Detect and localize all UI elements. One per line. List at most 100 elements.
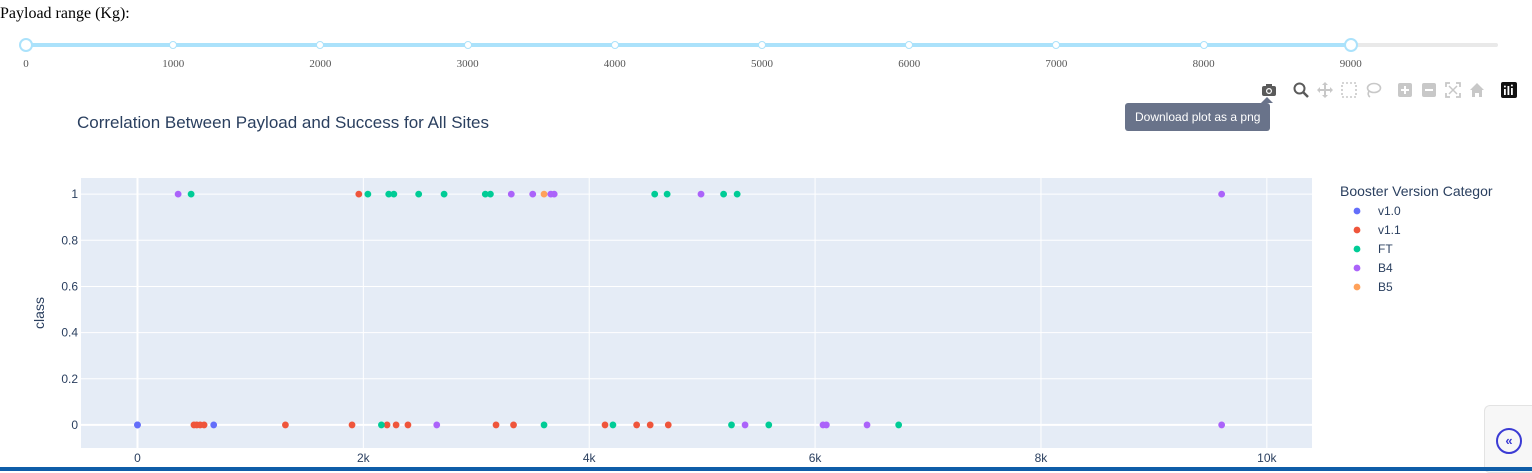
data-point-v1-1[interactable]: [404, 421, 412, 429]
data-point-v1-1[interactable]: [355, 190, 363, 198]
data-point-ft[interactable]: [415, 190, 423, 198]
slider-mark-label: 8000: [1192, 58, 1215, 70]
data-point-v1-1[interactable]: [383, 421, 391, 429]
data-point-ft[interactable]: [440, 190, 448, 198]
data-point-ft[interactable]: [481, 190, 489, 198]
zoom-in-icon[interactable]: [1396, 81, 1414, 99]
data-point-ft[interactable]: [385, 190, 393, 198]
data-point-b4[interactable]: [822, 421, 830, 429]
data-point-v1-1[interactable]: [646, 421, 654, 429]
payload-range-slider[interactable]: 0 1000 2000 3000 4000 5000 6000 7000 8000 9000: [0, 30, 1532, 75]
legend-item-label[interactable]: v1.1: [1378, 223, 1401, 237]
data-point-v1-1[interactable]: [601, 421, 609, 429]
slider-mark-label: 9000: [1339, 58, 1362, 70]
zoom-out-icon[interactable]: [1420, 81, 1438, 99]
zoom-icon[interactable]: [1292, 81, 1310, 99]
data-point-v1-1[interactable]: [348, 421, 356, 429]
reset-axes-icon[interactable]: [1468, 81, 1486, 99]
slider-handle-min[interactable]: [19, 38, 33, 52]
slider-mark-dot[interactable]: [169, 41, 178, 49]
legend-marker[interactable]: [1353, 264, 1361, 272]
data-point-v1-1[interactable]: [510, 421, 517, 429]
legend-marker[interactable]: [1353, 245, 1361, 253]
x-tick-label: 4k: [583, 451, 597, 465]
x-tick-label: 2k: [357, 451, 371, 465]
autoscale-icon[interactable]: [1444, 81, 1462, 99]
data-point-ft[interactable]: [378, 421, 385, 429]
data-point-b4[interactable]: [741, 421, 749, 429]
data-point-b4[interactable]: [507, 190, 515, 198]
slider-mark-label: 6000: [898, 58, 921, 70]
data-point-v1-1[interactable]: [392, 421, 400, 429]
data-point-v1-1[interactable]: [282, 421, 289, 429]
camera-icon[interactable]: [1260, 81, 1278, 99]
legend-item-label[interactable]: B4: [1378, 261, 1393, 275]
slider-track[interactable]: [26, 43, 1351, 47]
legend-marker[interactable]: [1353, 226, 1361, 234]
data-point-b4[interactable]: [550, 190, 558, 198]
data-point-b4[interactable]: [174, 190, 182, 198]
slider-mark-label: 5000: [751, 58, 773, 70]
slider-handle-max[interactable]: [1343, 38, 1358, 52]
y-tick-label: 1: [71, 187, 78, 201]
slider-mark-dot[interactable]: [1052, 41, 1061, 49]
slider-mark-label: 4000: [603, 58, 626, 70]
legend-item-label[interactable]: B5: [1378, 280, 1393, 294]
data-point-b4[interactable]: [433, 421, 441, 429]
pan-icon[interactable]: [1316, 81, 1334, 99]
data-point-v1-1[interactable]: [492, 421, 500, 429]
data-point-v1-1[interactable]: [633, 421, 641, 429]
slider-mark-label: 7000: [1045, 58, 1068, 70]
data-point-b4[interactable]: [1218, 190, 1226, 198]
data-point-b4[interactable]: [1218, 421, 1226, 429]
slider-mark-dot[interactable]: [316, 41, 325, 49]
data-point-ft[interactable]: [486, 190, 494, 198]
collapse-icon[interactable]: «: [1496, 428, 1522, 454]
y-tick-label: 0.8: [61, 233, 78, 247]
data-point-ft[interactable]: [765, 421, 773, 429]
data-point-ft[interactable]: [733, 190, 741, 198]
slider-mark-dot[interactable]: [905, 41, 914, 49]
slider-mark-dot[interactable]: [1199, 41, 1208, 49]
slider-mark-dot[interactable]: [610, 41, 619, 49]
data-point-ft[interactable]: [364, 190, 372, 198]
data-point-b4[interactable]: [529, 190, 537, 198]
data-point-b5[interactable]: [540, 190, 548, 198]
slider-mark-dot[interactable]: [758, 41, 766, 49]
bottom-bar: [0, 467, 1532, 471]
lasso-select-icon[interactable]: [1364, 81, 1382, 99]
data-point-ft[interactable]: [663, 190, 671, 198]
data-point-ft[interactable]: [609, 421, 617, 429]
data-point-ft[interactable]: [728, 421, 735, 429]
x-tick-label: 8k: [1035, 451, 1049, 465]
box-select-icon[interactable]: [1340, 81, 1358, 99]
data-point-v1-0[interactable]: [134, 421, 141, 429]
y-tick-label: 0: [71, 418, 78, 432]
data-point-ft[interactable]: [895, 421, 903, 429]
data-point-ft[interactable]: [720, 190, 728, 198]
payload-range-label: Payload range (Kg):: [0, 5, 130, 22]
data-point-ft[interactable]: [540, 421, 548, 429]
legend-marker[interactable]: [1353, 207, 1361, 215]
plot-area[interactable]: [81, 178, 1312, 448]
data-point-ft[interactable]: [187, 190, 195, 198]
plotly-logo-icon[interactable]: [1500, 81, 1518, 99]
plot-modebar: [1258, 81, 1518, 101]
data-point-v1-1[interactable]: [664, 421, 672, 429]
y-tick-label: 0.6: [61, 279, 78, 293]
data-point-ft[interactable]: [390, 190, 398, 198]
data-point-v1-1[interactable]: [200, 421, 208, 429]
x-tick-label: 6k: [809, 451, 823, 465]
slider-mark-dot[interactable]: [463, 41, 472, 49]
legend-marker[interactable]: [1353, 283, 1361, 291]
legend-item-label[interactable]: FT: [1378, 242, 1393, 256]
data-point-b4[interactable]: [863, 421, 871, 429]
y-tick-label: 0.4: [61, 326, 78, 340]
data-point-ft[interactable]: [651, 190, 659, 198]
data-point-v1-0[interactable]: [210, 421, 218, 429]
side-panel-toggle[interactable]: «: [1484, 405, 1532, 473]
data-point-b4[interactable]: [697, 190, 705, 198]
legend-item-label[interactable]: v1.0: [1378, 204, 1401, 218]
slider-mark-label: 1000: [162, 58, 185, 70]
x-tick-label: 0: [134, 451, 141, 465]
